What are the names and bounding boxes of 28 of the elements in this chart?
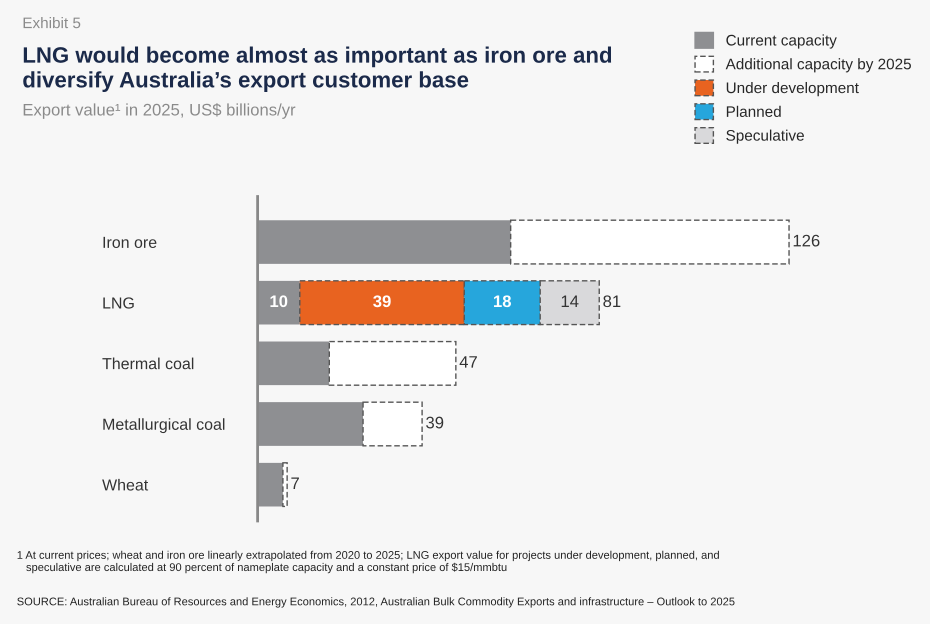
legend-label: Under development: [726, 82, 859, 96]
bar: [282, 462, 288, 508]
source-note: SOURCE: Australian Bureau of Resources and Energy Economics, 2012, Australian Bulk Commodity Exports and infrastructure – Outlook to 2025: [17, 597, 735, 608]
total-label: 81: [603, 295, 620, 308]
data-label: 39: [373, 295, 391, 308]
total-label: 7: [291, 477, 299, 489]
total-label: 126: [794, 234, 820, 247]
total-label: 47: [460, 356, 477, 368]
bar: [328, 340, 457, 386]
legend-label: Planned: [726, 106, 781, 117]
bar: [362, 401, 423, 447]
legend-label: Speculative: [726, 130, 804, 144]
legend-label: Additional capacity by 2025: [726, 58, 911, 72]
data-label: 10: [270, 295, 288, 308]
bar: [510, 220, 790, 265]
y-tick-label: Metallurgical coal: [103, 418, 224, 434]
data-label: 18: [494, 295, 511, 308]
legend-label: Current capacity: [726, 34, 837, 49]
y-tick-label: Iron ore: [104, 236, 156, 248]
text: Exhibit 5: [24, 17, 80, 28]
data-label: 14: [562, 296, 578, 308]
chart-title: LNG would become almost as important as iron ore and diversify Australia’s export customer base: [23, 46, 612, 92]
text: 1 At current prices; wheat and iron ore linearly extrapolated from 2020 to 2025; LNG export value for projects under development, planned, and speculative are calculated at 90 percent of nameplate capacity and a constant price of $15/mmbtu: [18, 550, 719, 574]
y-tick-label: LNG: [103, 297, 134, 309]
y-tick-label: Thermal coal: [102, 358, 194, 370]
chart-subtitle: Export value¹ in 2025, US$ billions/yr: [24, 103, 296, 119]
total-label: 39: [426, 416, 444, 428]
y-tick-label: Wheat: [102, 478, 148, 491]
